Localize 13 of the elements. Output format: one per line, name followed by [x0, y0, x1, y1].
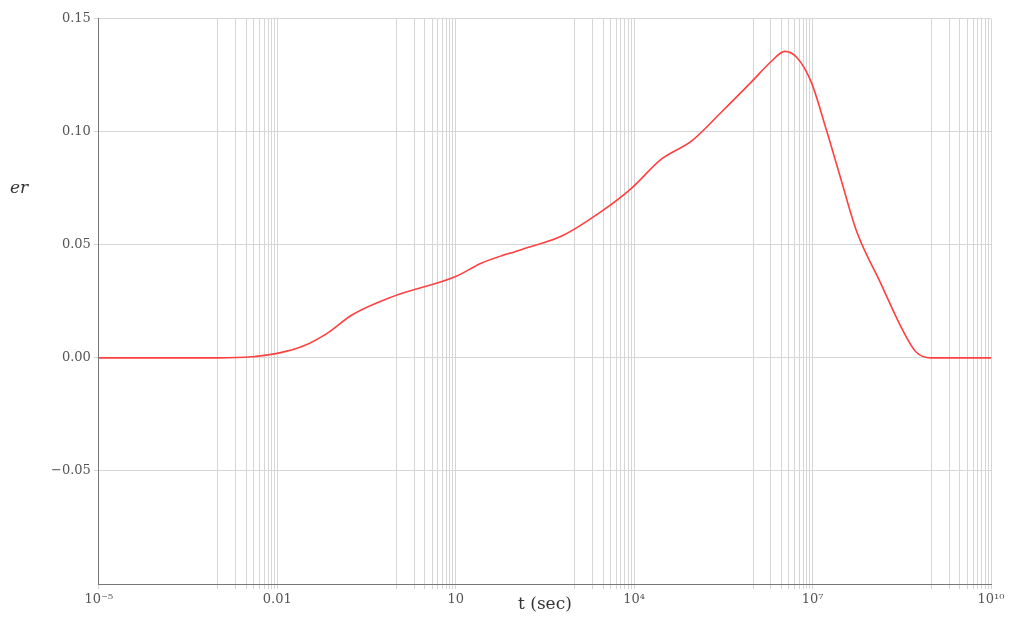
x-tick-label: 10¹⁰: [977, 591, 1005, 607]
y-tick-label: −0.05: [50, 462, 91, 478]
x-tick-label: 0.01: [262, 591, 292, 607]
y-axis-title: er: [10, 176, 30, 197]
x-axis-title: t (sec): [518, 593, 572, 614]
y-tick-label: 0.10: [61, 123, 91, 139]
y-tick-label: 0.00: [61, 349, 91, 365]
x-tick-label: 10⁴: [623, 591, 646, 607]
y-tick-label: 0.15: [61, 10, 91, 26]
x-tick-label: 10⁷: [801, 591, 824, 607]
x-tick-label: 10: [447, 591, 464, 607]
x-tick-label: 10⁻⁵: [84, 591, 114, 607]
y-tick-label: 0.05: [61, 236, 91, 252]
